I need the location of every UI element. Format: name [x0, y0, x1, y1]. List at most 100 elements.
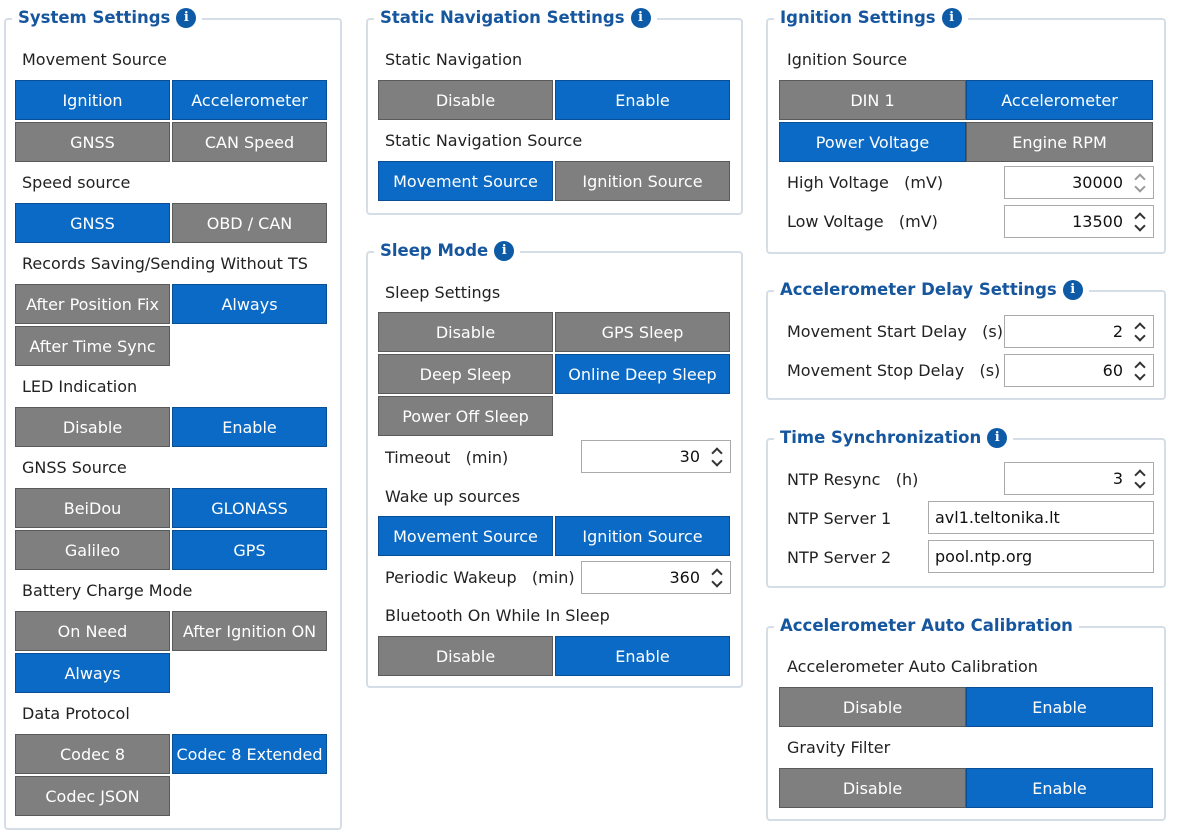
sleep-deep-sleep-button[interactable]: Deep Sleep: [378, 354, 553, 394]
protocol-codec8-button[interactable]: Codec 8: [15, 734, 170, 774]
records-always-button[interactable]: Always: [172, 284, 327, 324]
gravity-filter-enable-button[interactable]: Enable: [966, 768, 1153, 808]
protocol-codec-json-button[interactable]: Codec JSON: [15, 776, 170, 816]
static-navigation-heading: Static Navigation Settings i: [374, 7, 657, 29]
bluetooth-enable-button[interactable]: Enable: [555, 636, 730, 676]
info-icon[interactable]: i: [494, 241, 515, 261]
chevron-down-icon[interactable]: [1134, 477, 1146, 489]
ntp-resync-label: NTP Resync (h): [787, 470, 919, 489]
sleep-gps-sleep-button[interactable]: GPS Sleep: [555, 312, 730, 352]
auto-calibration-heading: Accelerometer Auto Calibration: [774, 615, 1079, 637]
info-icon[interactable]: i: [1062, 280, 1083, 300]
movement-ignition-button[interactable]: Ignition: [15, 80, 170, 120]
movement-start-delay-stepper[interactable]: [1133, 321, 1147, 343]
auto-calibration-disable-button[interactable]: Disable: [779, 687, 966, 727]
protocol-codec8-extended-button[interactable]: Codec 8 Extended: [172, 734, 327, 774]
gnss-galileo-button[interactable]: Galileo: [15, 530, 170, 570]
timeout-label: Timeout (min): [385, 448, 509, 467]
info-icon[interactable]: i: [176, 8, 197, 28]
static-nav-ignition-source-button[interactable]: Ignition Source: [555, 161, 730, 201]
records-after-position-fix-button[interactable]: After Position Fix: [15, 284, 170, 324]
battery-always-button[interactable]: Always: [15, 653, 170, 693]
info-icon[interactable]: i: [987, 428, 1008, 448]
movement-can-speed-button[interactable]: CAN Speed: [172, 122, 327, 162]
chevron-down-icon[interactable]: [1134, 330, 1146, 342]
gnss-source-label: GNSS Source: [22, 458, 127, 477]
static-nav-disable-button[interactable]: Disable: [378, 80, 553, 120]
bluetooth-disable-button[interactable]: Disable: [378, 636, 553, 676]
ignition-engine-rpm-button[interactable]: Engine RPM: [966, 122, 1153, 162]
led-disable-button[interactable]: Disable: [15, 407, 170, 447]
sleep-disable-button[interactable]: Disable: [378, 312, 553, 352]
info-icon[interactable]: i: [630, 8, 651, 28]
high-voltage-stepper[interactable]: [1133, 172, 1147, 194]
static-nav-movement-source-button[interactable]: Movement Source: [378, 161, 553, 201]
ignition-accelerometer-button[interactable]: Accelerometer: [966, 80, 1153, 120]
records-saving-label: Records Saving/Sending Without TS: [22, 254, 308, 273]
gnss-glonass-button[interactable]: GLONASS: [172, 488, 327, 528]
gravity-filter-disable-button[interactable]: Disable: [779, 768, 966, 808]
records-after-time-sync-button[interactable]: After Time Sync: [15, 326, 170, 366]
wakeup-ignition-source-button[interactable]: Ignition Source: [555, 516, 730, 556]
movement-start-delay-label: Movement Start Delay (s): [787, 322, 1003, 341]
ntp-server1-label: NTP Server 1: [787, 509, 892, 528]
led-indication-label: LED Indication: [22, 377, 138, 396]
chevron-down-icon[interactable]: [711, 576, 723, 588]
chevron-down-icon[interactable]: [711, 455, 723, 467]
chevron-down-icon[interactable]: [1134, 181, 1146, 193]
gnss-beidou-button[interactable]: BeiDou: [15, 488, 170, 528]
ntp-resync-input[interactable]: 3: [1004, 462, 1154, 495]
battery-on-need-button[interactable]: On Need: [15, 611, 170, 651]
ignition-power-voltage-button[interactable]: Power Voltage: [779, 122, 966, 162]
high-voltage-label: High Voltage (mV): [787, 173, 944, 192]
led-enable-button[interactable]: Enable: [172, 407, 327, 447]
chevron-down-icon[interactable]: [1134, 220, 1146, 232]
movement-gnss-button[interactable]: GNSS: [15, 122, 170, 162]
timeout-stepper[interactable]: [710, 446, 724, 468]
low-voltage-label: Low Voltage (mV): [787, 212, 938, 231]
sleep-online-deep-sleep-button[interactable]: Online Deep Sleep: [555, 354, 730, 394]
data-protocol-label: Data Protocol: [22, 704, 130, 723]
sleep-settings-label: Sleep Settings: [385, 283, 501, 302]
wakeup-movement-source-button[interactable]: Movement Source: [378, 516, 553, 556]
low-voltage-input[interactable]: 13500: [1004, 205, 1154, 238]
periodic-wakeup-input[interactable]: 360: [581, 561, 731, 594]
battery-charge-mode-label: Battery Charge Mode: [22, 581, 193, 600]
sleep-power-off-sleep-button[interactable]: Power Off Sleep: [378, 396, 553, 436]
chevron-down-icon[interactable]: [1134, 369, 1146, 381]
ignition-din1-button[interactable]: DIN 1: [779, 80, 966, 120]
static-navigation-source-label: Static Navigation Source: [385, 131, 583, 150]
ntp-server1-input[interactable]: avl1.teltonika.lt: [928, 501, 1154, 534]
ntp-resync-stepper[interactable]: [1133, 468, 1147, 490]
high-voltage-input[interactable]: 30000: [1004, 166, 1154, 199]
speed-gnss-button[interactable]: GNSS: [15, 203, 170, 243]
battery-after-ignition-on-button[interactable]: After Ignition ON: [172, 611, 327, 651]
movement-stop-delay-input[interactable]: 60: [1004, 354, 1154, 387]
periodic-wakeup-label: Periodic Wakeup (min): [385, 568, 575, 587]
speed-source-label: Speed source: [22, 173, 131, 192]
periodic-wakeup-stepper[interactable]: [710, 567, 724, 589]
movement-source-label: Movement Source: [22, 50, 167, 69]
low-voltage-stepper[interactable]: [1133, 211, 1147, 233]
auto-calibration-label: Accelerometer Auto Calibration: [787, 657, 1038, 676]
speed-obd-can-button[interactable]: OBD / CAN: [172, 203, 327, 243]
timeout-input[interactable]: 30: [581, 440, 731, 473]
static-nav-enable-button[interactable]: Enable: [555, 80, 730, 120]
movement-stop-delay-label: Movement Stop Delay (s): [787, 361, 1001, 380]
auto-calibration-enable-button[interactable]: Enable: [966, 687, 1153, 727]
time-synchronization-heading: Time Synchronization i: [774, 427, 1014, 449]
wake-up-sources-label: Wake up sources: [385, 487, 521, 506]
movement-start-delay-input[interactable]: 2: [1004, 315, 1154, 348]
ntp-server2-input[interactable]: pool.ntp.org: [928, 540, 1154, 573]
bluetooth-sleep-label: Bluetooth On While In Sleep: [385, 606, 610, 625]
ntp-server2-label: NTP Server 2: [787, 548, 892, 567]
ignition-source-label: Ignition Source: [787, 50, 908, 69]
static-navigation-label: Static Navigation: [385, 50, 523, 69]
movement-stop-delay-stepper[interactable]: [1133, 360, 1147, 382]
movement-accelerometer-button[interactable]: Accelerometer: [172, 80, 327, 120]
gnss-gps-button[interactable]: GPS: [172, 530, 327, 570]
info-icon[interactable]: i: [941, 8, 962, 28]
accelerometer-delay-heading: Accelerometer Delay Settings i: [774, 279, 1089, 301]
ignition-settings-heading: Ignition Settings i: [774, 7, 968, 29]
sleep-mode-heading: Sleep Mode i: [374, 240, 521, 262]
